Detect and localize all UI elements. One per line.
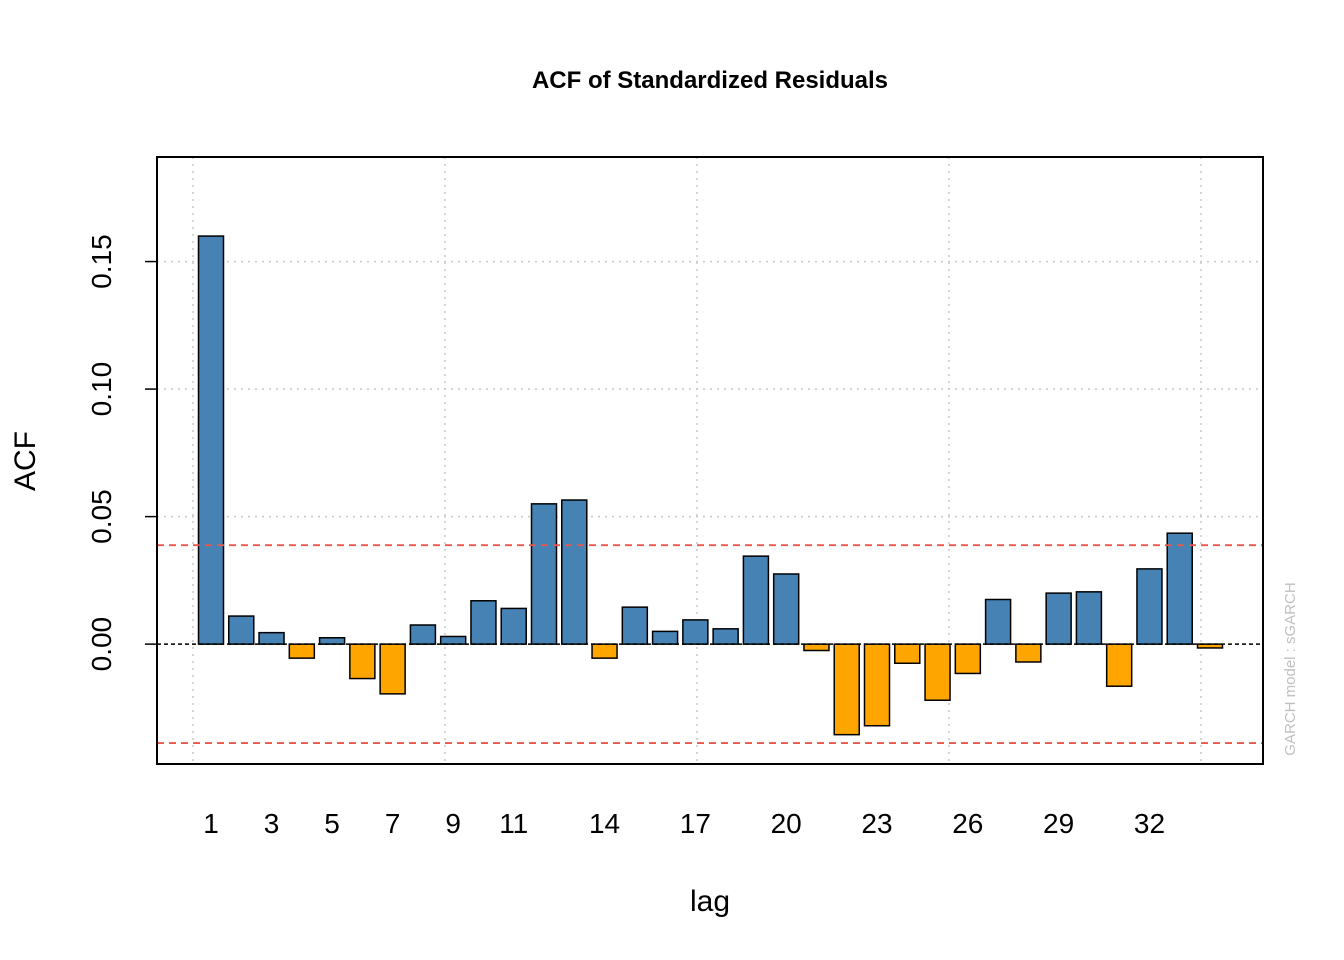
acf-bar-lag-8 [409, 624, 437, 645]
acf-bar-lag-21 [803, 643, 830, 652]
acf-bar-lag-14 [591, 643, 618, 659]
acf-bar-lag-26 [954, 643, 982, 675]
acf-bar-lag-15 [621, 606, 649, 645]
x-tick-label: 20 [771, 808, 802, 839]
x-tick-label: 23 [861, 808, 892, 839]
x-tick-label: 11 [499, 808, 528, 839]
acf-bar-lag-7 [379, 643, 406, 695]
x-tick-label: 17 [680, 808, 711, 839]
acf-bar-lag-25 [924, 643, 951, 701]
x-tick-label: 26 [952, 808, 983, 839]
grid-lines [157, 157, 1263, 764]
plot-frame [156, 156, 1264, 765]
acf-bar-lag-23 [863, 643, 891, 727]
x-tick-label: 1 [203, 808, 219, 839]
acf-bar-lag-29 [1045, 592, 1072, 645]
acf-bar-lag-5 [318, 637, 346, 645]
x-tick-label: 9 [445, 808, 461, 839]
y-tick-label: 0.10 [86, 362, 117, 417]
chart-title: ACF of Standardized Residuals [532, 67, 888, 94]
x-tick-label: 32 [1134, 808, 1165, 839]
acf-bar-lag-27 [984, 598, 1012, 645]
x-tick-label: 14 [589, 808, 620, 839]
acf-bar-lag-1 [197, 235, 225, 645]
acf-bar-lag-30 [1075, 591, 1103, 645]
model-watermark: GARCH model : sGARCH [1282, 582, 1299, 755]
acf-bar-lag-33 [1166, 532, 1193, 645]
x-tick-label: 29 [1043, 808, 1074, 839]
x-tick-label: 7 [385, 808, 401, 839]
acf-bar-lag-32 [1136, 568, 1163, 645]
acf-bar-lag-12 [530, 503, 558, 645]
y-tick-label: 0.15 [86, 234, 117, 289]
acf-bar-lag-31 [1105, 643, 1133, 687]
acf-bar-lag-4 [288, 643, 316, 659]
x-axis: 1 3 5 7 9 11 14 17 20 23 26 29 32 [203, 808, 1165, 839]
acf-bar-lag-24 [894, 643, 921, 665]
y-axis-label: ACF [9, 431, 42, 491]
acf-bar-lag-22 [833, 643, 860, 736]
x-tick-label: 5 [324, 808, 340, 839]
acf-bar-lag-10 [470, 600, 497, 645]
acf-bar-lag-6 [349, 643, 376, 680]
acf-bar-lag-20 [772, 573, 800, 645]
acf-bar-lag-11 [500, 607, 527, 645]
acf-bar-lag-28 [1015, 643, 1042, 663]
acf-bar-lag-18 [712, 628, 739, 645]
x-tick-label: 3 [264, 808, 280, 839]
acf-bar-lag-16 [651, 630, 679, 645]
bars [197, 235, 1224, 736]
acf-bar-lag-3 [258, 631, 285, 645]
acf-bar-lag-19 [742, 555, 770, 645]
acf-bar-lag-13 [561, 499, 588, 645]
x-axis-label: lag [690, 885, 730, 918]
acf-bar-lag-2 [228, 615, 255, 645]
acf-bar-lag-17 [682, 619, 709, 645]
acf-bar-lag-9 [439, 635, 467, 645]
y-tick-label: 0.00 [86, 617, 117, 672]
reference-lines [157, 544, 1263, 744]
y-axis: 0.00 0.05 0.10 0.15 [86, 234, 157, 671]
y-tick-label: 0.05 [86, 489, 117, 544]
